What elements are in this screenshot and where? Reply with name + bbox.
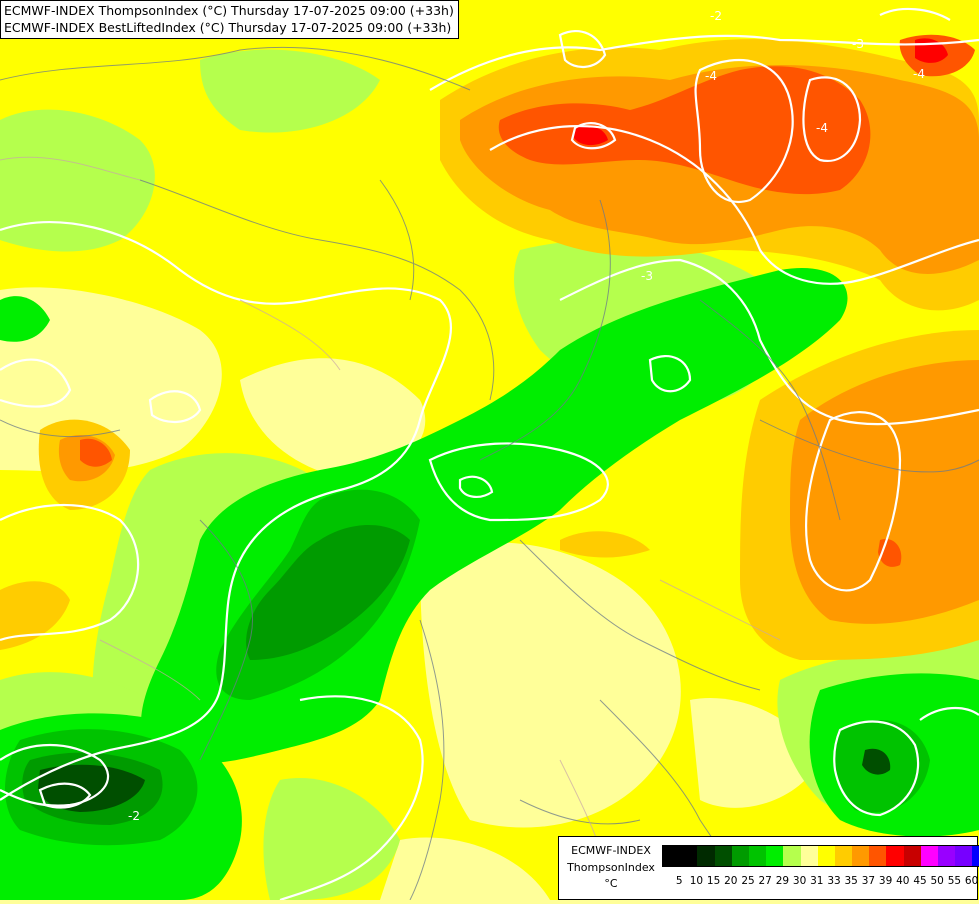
legend-swatch	[714, 846, 732, 866]
legend-tick-label: 39	[878, 875, 893, 887]
legend-tick-label: 35	[844, 875, 858, 887]
contour-label: -4	[816, 121, 828, 135]
bestlifted-contours	[0, 7, 979, 902]
legend-swatches	[662, 845, 979, 867]
legend-swatch	[920, 846, 938, 866]
legend-tick-label: 33	[827, 875, 841, 887]
contour-labels: -2 -2 -3 -4 -4 -4 -3	[128, 9, 925, 823]
legend-swatch	[663, 846, 681, 866]
contour-label: -2	[710, 9, 722, 23]
legend-swatch	[748, 846, 767, 866]
legend-swatch	[886, 846, 904, 866]
legend-swatch	[938, 846, 956, 866]
legend-tick-label: 15	[706, 875, 721, 887]
legend-tick-label: 25	[741, 875, 755, 887]
map-title: ECMWF-INDEX ThompsonIndex (°C) Thursday …	[0, 0, 459, 39]
legend-swatch	[697, 846, 715, 866]
title-line-bestlifted: ECMWF-INDEX BestLiftedIndex (°C) Thursda…	[4, 20, 452, 35]
legend-tick-label: 31	[810, 875, 824, 887]
legend-tick-label: 27	[758, 875, 772, 887]
country-borders	[0, 46, 979, 901]
legend-swatch	[972, 846, 979, 866]
contour-label: -3	[641, 269, 653, 283]
legend-tick-label: 5	[675, 875, 683, 887]
legend-swatch	[783, 846, 801, 866]
legend-model: ECMWF-INDEX	[571, 844, 651, 857]
contour-label: -4	[705, 69, 717, 83]
title-line-thompson: ECMWF-INDEX ThompsonIndex (°C) Thursday …	[4, 3, 454, 18]
field-darkest-green	[38, 748, 891, 812]
legend-tick-label: 45	[913, 875, 927, 887]
legend-swatch	[852, 846, 870, 866]
legend-parameter: ThompsonIndex	[567, 861, 655, 874]
legend-tick-label: 60	[964, 875, 979, 887]
contour-label: -3	[852, 37, 864, 51]
legend-swatch	[680, 846, 698, 866]
legend-unit: °C	[604, 877, 618, 890]
legend-tick-label: 20	[724, 875, 738, 887]
legend-swatch	[869, 846, 887, 866]
legend-tick-label: 10	[689, 875, 704, 887]
legend-tick-label: 55	[947, 875, 962, 887]
contour-label: -2	[128, 809, 140, 823]
color-legend: ECMWF-INDEX ThompsonIndex °C 5 10 15 20 25 27…	[558, 836, 979, 900]
legend-tick-label: 50	[930, 875, 944, 887]
contour-label: -4	[913, 67, 925, 81]
legend-tick-label: 29	[775, 875, 790, 887]
legend-swatch	[955, 846, 973, 866]
legend-swatch	[903, 846, 921, 866]
legend-tick-label: 37	[861, 875, 876, 887]
legend-swatch	[834, 846, 853, 866]
legend-tick-label: 40	[896, 875, 910, 887]
legend-swatch	[800, 846, 818, 866]
legend-ticks: 5 10 15 20 25 27 29 30 31 33 35 37 39 40 45 50 55 60	[662, 875, 978, 889]
legend-tick-label: 30	[792, 875, 807, 887]
legend-swatch	[817, 846, 835, 866]
legend-swatch	[731, 846, 749, 866]
legend-swatch	[766, 846, 784, 866]
